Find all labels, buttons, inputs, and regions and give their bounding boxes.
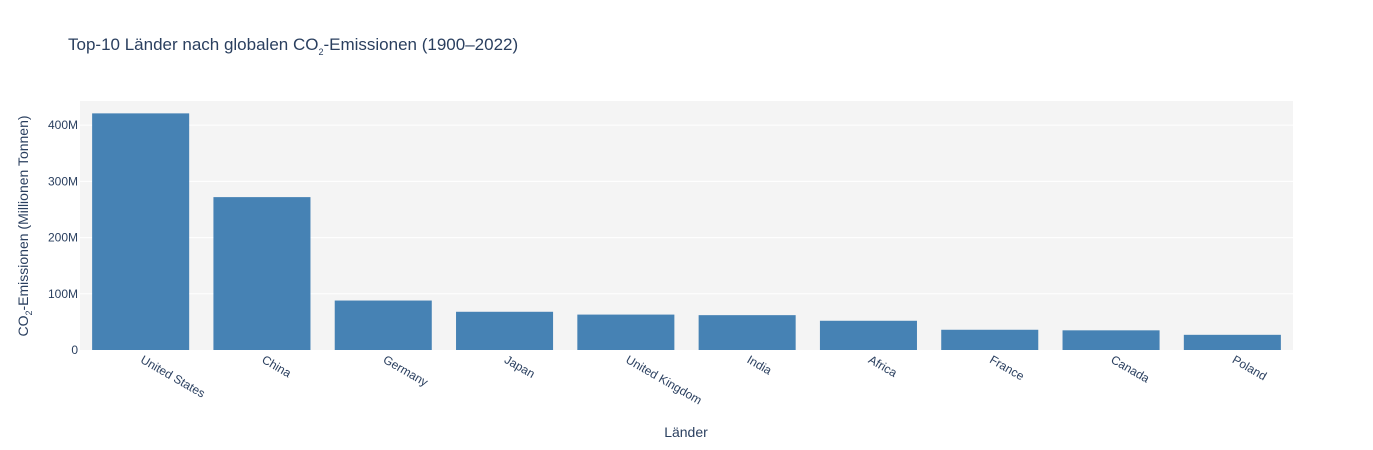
x-tick-label: United Kingdom: [623, 352, 704, 407]
bar[interactable]: [213, 197, 311, 350]
x-tick-label: Africa: [866, 352, 900, 380]
y-tick-label: 400M: [48, 118, 78, 132]
y-tick-label: 300M: [48, 174, 78, 188]
x-axis-ticks: United States China Germany Japan United Kin…: [138, 352, 1269, 407]
x-axis-title: Länder: [664, 424, 708, 440]
x-tick-label: United States: [138, 352, 207, 400]
y-tick-label: 0: [71, 343, 78, 357]
x-tick-label: Poland: [1230, 352, 1269, 383]
y-tick-label: 200M: [48, 231, 78, 245]
x-tick-label: Japan: [502, 352, 537, 380]
bar[interactable]: [1062, 330, 1160, 350]
bar[interactable]: [819, 320, 917, 350]
x-tick-label: Germany: [381, 352, 431, 389]
x-tick-label: France: [987, 352, 1027, 383]
x-tick-label: Canada: [1109, 352, 1153, 385]
x-tick-label: China: [259, 352, 293, 380]
y-axis-ticks: 0 100M 200M 300M 400M: [48, 118, 78, 357]
x-tick-label: India: [745, 352, 775, 377]
bar[interactable]: [698, 315, 796, 350]
bar[interactable]: [456, 311, 554, 350]
bars: [92, 113, 1281, 350]
bar[interactable]: [577, 314, 675, 350]
bar[interactable]: [941, 329, 1039, 350]
y-tick-label: 100M: [48, 287, 78, 301]
chart-title: Top-10 Länder nach globalen CO2-Emission…: [68, 35, 518, 57]
bar[interactable]: [334, 300, 432, 350]
bar[interactable]: [1183, 334, 1281, 350]
bar[interactable]: [92, 113, 190, 350]
y-axis-title: CO2-Emissionen (Millionen Tonnen): [15, 115, 34, 336]
